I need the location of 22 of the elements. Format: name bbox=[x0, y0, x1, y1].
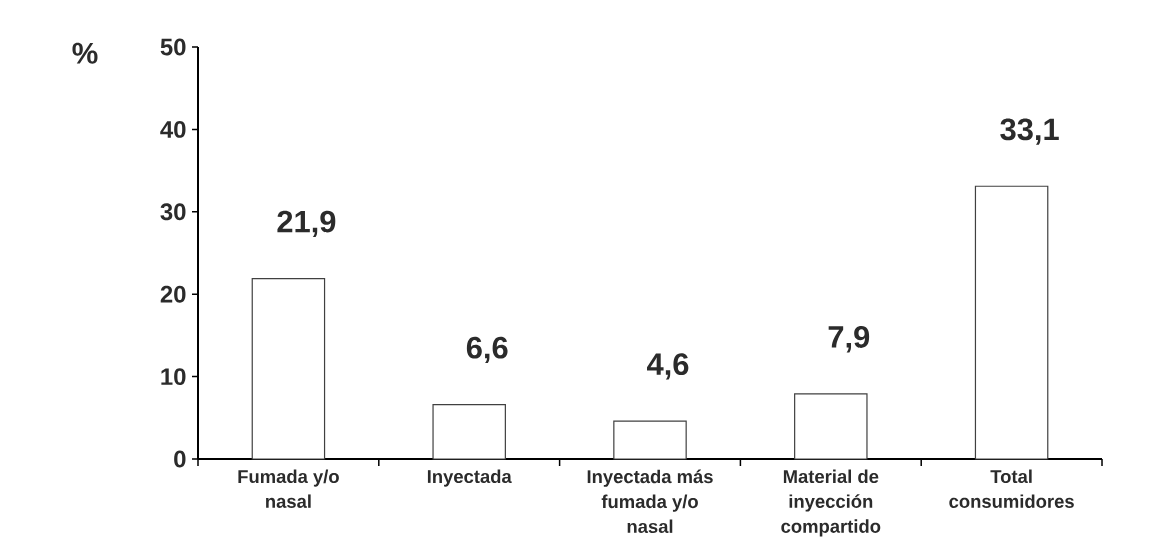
data-label: 4,6 bbox=[647, 353, 689, 380]
y-tick-label: 30 bbox=[160, 203, 186, 221]
x-tick-label: Inyectada bbox=[427, 469, 512, 487]
x-tick-label: Fumada y/o nasal bbox=[238, 469, 339, 508]
data-label: 21,9 bbox=[277, 210, 336, 238]
y-tick-label: 10 bbox=[161, 368, 186, 386]
y-axis-title: % bbox=[72, 42, 98, 64]
bar bbox=[432, 404, 506, 460]
x-tick-label: Material de inyección compartido bbox=[781, 469, 881, 537]
data-label: 7,9 bbox=[828, 326, 870, 353]
bar bbox=[974, 185, 1049, 460]
x-tick-label: Total consumidores bbox=[949, 469, 1074, 508]
bar bbox=[794, 393, 868, 460]
y-tick-label: 20 bbox=[160, 285, 186, 303]
y-tick-label: 40 bbox=[160, 120, 186, 138]
data-label: 33,1 bbox=[1000, 118, 1059, 145]
data-label: 6,6 bbox=[466, 336, 508, 364]
bar bbox=[613, 420, 687, 460]
y-tick-label: 50 bbox=[160, 38, 186, 56]
x-tick-label: Inyectada más fumada y/o nasal bbox=[587, 469, 713, 534]
bar bbox=[251, 277, 326, 460]
y-tick-label: 0 bbox=[174, 450, 186, 468]
